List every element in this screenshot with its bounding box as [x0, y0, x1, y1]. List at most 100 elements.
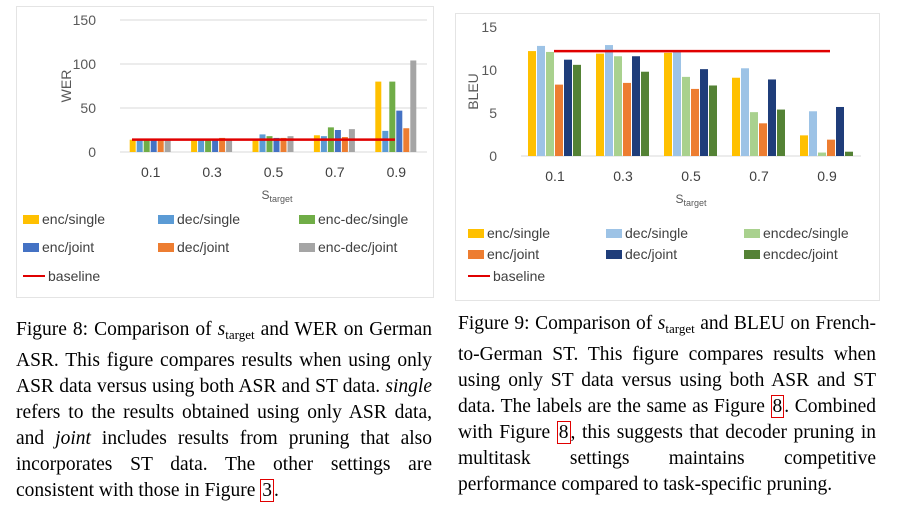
legend-label: enc/single: [42, 211, 106, 227]
bar: [280, 137, 287, 152]
bar: [573, 64, 581, 156]
legend-swatch: [158, 214, 174, 224]
legend-item-enc-joint: enc/joint: [23, 239, 94, 255]
bar: [537, 45, 545, 156]
x-tick-label: 0.9: [387, 164, 407, 180]
bar: [641, 71, 649, 156]
bar: [150, 138, 157, 152]
bar: [750, 112, 758, 156]
legend-item-dec-single: dec/single: [606, 225, 688, 241]
legend-swatch: [299, 214, 315, 224]
caption-subscript: target: [665, 321, 695, 336]
bar: [129, 139, 136, 152]
bar: [632, 56, 640, 156]
legend-item-encdec-joint: encdec/joint: [744, 246, 838, 262]
wer-chart: 0 50 100 150 WER 0.1 0.3 0.5 0.7 0.9 Starget: [58, 12, 427, 204]
y-tick-label: 5: [489, 105, 497, 121]
legend-label: enc/single: [487, 225, 551, 241]
y-tick-label: 100: [73, 56, 97, 72]
bar: [809, 111, 817, 156]
figure-3-link[interactable]: 3: [260, 479, 275, 502]
y-tick-label: 0: [88, 144, 96, 160]
wer-chart-panel: 0 50 100 150 WER 0.1 0.3 0.5 0.7 0.9 Starget enc/s…: [16, 6, 434, 298]
bar: [273, 137, 280, 152]
caption-text: .: [274, 480, 279, 501]
bar: [605, 45, 613, 156]
bar: [691, 88, 699, 156]
bar: [709, 85, 717, 156]
x-tick-label: 0.3: [202, 164, 222, 180]
legend-label: dec/single: [625, 225, 689, 241]
figure-8-link[interactable]: 8: [770, 395, 785, 418]
legend-swatch: [468, 275, 490, 277]
x-tick-label: 0.7: [325, 164, 345, 180]
bar: [205, 139, 212, 152]
bar: [700, 69, 708, 156]
x-axis-label: Starget: [675, 192, 707, 208]
bar: [614, 56, 622, 156]
legend-label: enc/joint: [42, 239, 95, 255]
bar: [219, 137, 226, 152]
x-tick-label: 0.1: [141, 164, 161, 180]
caption-subscript: target: [225, 327, 255, 342]
y-tick-label: 150: [73, 12, 97, 28]
caption-text: includes results from pruning that also …: [16, 428, 432, 501]
legend-item-enc-single: enc/single: [23, 211, 105, 227]
y-tick-label: 10: [481, 62, 497, 78]
bar: [212, 138, 219, 152]
bar: [157, 138, 164, 152]
legend-item-encdec-single: encdec/single: [744, 225, 849, 241]
legend-swatch: [158, 242, 174, 252]
bar: [334, 130, 341, 152]
bar: [800, 135, 808, 156]
x-tick-label: 0.3: [613, 168, 633, 184]
legend-swatch: [744, 249, 760, 259]
legend-swatch: [468, 249, 484, 259]
legend-label: dec/single: [177, 211, 241, 227]
legend-item-enc-joint: enc/joint: [468, 246, 539, 262]
x-tick-label: 0.7: [749, 168, 769, 184]
bar: [664, 52, 672, 156]
bar: [164, 139, 171, 152]
bar: [827, 139, 835, 156]
bar: [259, 134, 266, 152]
bar: [191, 139, 198, 152]
legend-label: dec/joint: [177, 239, 230, 255]
bar: [389, 81, 396, 152]
figure-9-caption: Figure 9: Comparison of starget and BLEU…: [458, 311, 876, 498]
legend-swatch: [299, 242, 315, 252]
legend-swatch: [23, 242, 39, 252]
bar: [623, 82, 631, 156]
caption-text: Figure 9: Comparison of: [458, 313, 658, 334]
legend-label: enc-dec/joint: [318, 239, 398, 255]
legend-swatch: [23, 275, 45, 277]
x-tick-label: 0.5: [264, 164, 284, 180]
caption-italic: joint: [55, 428, 91, 449]
x-axis-label: Starget: [261, 188, 293, 204]
caption-text: . Combined with Figure: [458, 396, 876, 443]
bar: [732, 77, 740, 156]
bar: [682, 76, 690, 156]
bar: [818, 152, 826, 156]
legend-label: encdec/single: [763, 225, 849, 241]
bar: [226, 138, 233, 152]
legend-swatch: [606, 249, 622, 259]
bar: [564, 59, 572, 156]
bar: [143, 139, 150, 152]
caption-text: refers to the results obtained using onl…: [16, 402, 432, 449]
bleu-chart-panel: 0 5 10 15 BLEU 0.1 0.3 0.5 0.7 0.9 Starget enc/sin…: [455, 13, 880, 301]
bar: [768, 79, 776, 156]
legend-swatch: [744, 228, 760, 238]
bar: [836, 106, 844, 156]
bar: [320, 136, 327, 152]
figure-8-link[interactable]: 8: [556, 421, 571, 444]
bar: [555, 84, 563, 156]
bar: [528, 51, 536, 156]
bar: [546, 51, 554, 156]
legend-swatch: [23, 214, 39, 224]
bar: [673, 51, 681, 156]
legend-item-baseline: baseline: [468, 268, 545, 284]
legend-label: encdec/joint: [763, 246, 838, 262]
caption-text: , this suggests that decoder pruning in …: [458, 422, 876, 495]
bar: [266, 136, 273, 152]
